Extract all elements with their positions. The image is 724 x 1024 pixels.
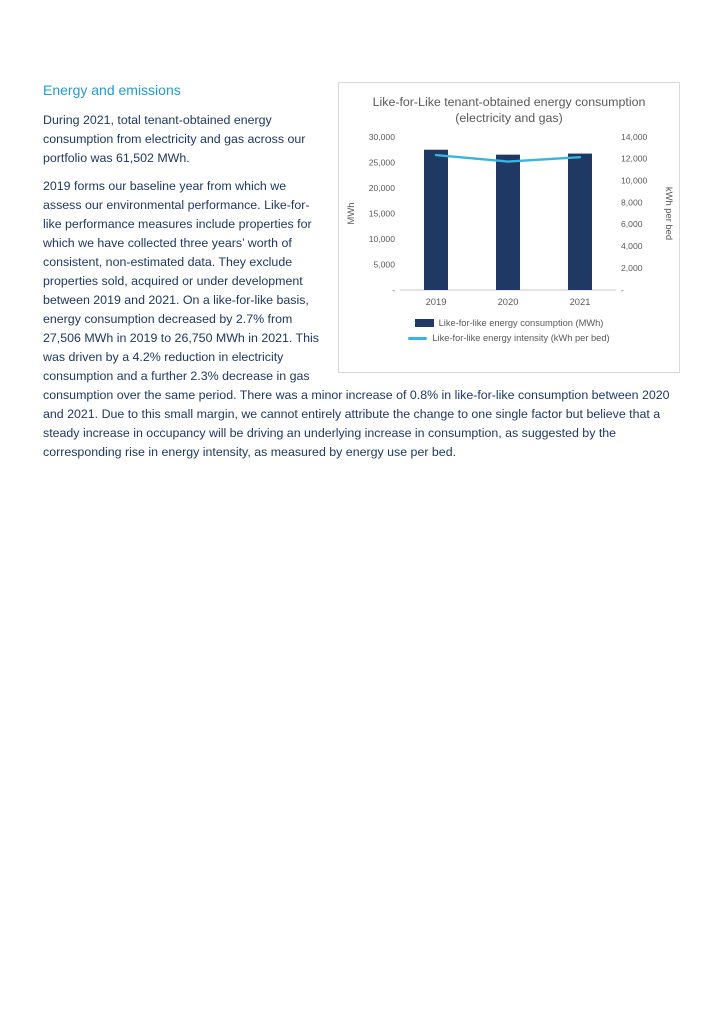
left-axis-title: MWh xyxy=(345,203,356,225)
x-axis-label: 2021 xyxy=(570,296,591,307)
paragraph-baseline: 2019 forms our baseline year from which … xyxy=(43,179,670,459)
left-axis-tick: 20,000 xyxy=(369,183,396,193)
x-axis-label: 2020 xyxy=(498,296,519,307)
legend-bar-swatch xyxy=(414,319,434,327)
x-axis-label: 2019 xyxy=(426,296,447,307)
right-axis-tick: 10,000 xyxy=(621,176,648,186)
left-axis-tick: 15,000 xyxy=(369,208,396,218)
right-axis-tick: - xyxy=(621,285,624,295)
legend-item-intensity: Like-for-like energy intensity (kWh per … xyxy=(408,333,610,343)
energy-chart: Like-for-Like tenant-obtained energy con… xyxy=(338,82,680,373)
bar-2020 xyxy=(496,154,520,290)
left-axis-tick: 5,000 xyxy=(373,259,395,269)
left-axis-tick: 30,000 xyxy=(369,132,396,142)
right-axis-tick: 12,000 xyxy=(621,154,648,164)
page-content: Like-for-Like tenant-obtained energy con… xyxy=(0,0,724,462)
bar-2019 xyxy=(424,149,448,290)
bar-2021 xyxy=(568,153,592,290)
right-axis-tick: 4,000 xyxy=(621,241,643,251)
legend-label-consumption: Like-for-like energy consumption (MWh) xyxy=(438,318,604,328)
right-axis-tick: 8,000 xyxy=(621,197,643,207)
right-axis-tick: 14,000 xyxy=(621,132,648,142)
chart-title: Like-for-Like tenant-obtained energy con… xyxy=(372,95,646,125)
right-axis-tick: 2,000 xyxy=(621,263,643,273)
chart-legend: Like-for-like energy consumption (MWh) L… xyxy=(344,318,674,343)
left-axis-tick: 25,000 xyxy=(369,157,396,167)
section-heading: Energy and emissions xyxy=(43,82,181,98)
intensity-line xyxy=(434,153,582,163)
left-axis-tick: 10,000 xyxy=(369,234,396,244)
right-axis-tick: 6,000 xyxy=(621,219,643,229)
chart-plot: 30,000 25,000 20,000 15,000 10,000 5,000 - 14,0… xyxy=(345,132,674,307)
legend-item-consumption: Like-for-like energy consumption (MWh) xyxy=(414,318,604,328)
legend-line-swatch xyxy=(408,336,428,340)
paragraph-intro: During 2021, total tenant-obtained energ… xyxy=(43,113,306,165)
left-axis-tick: - xyxy=(392,285,395,295)
right-axis-title: kWh per bed xyxy=(664,187,674,240)
legend-label-intensity: Like-for-like energy intensity (kWh per … xyxy=(432,333,610,343)
